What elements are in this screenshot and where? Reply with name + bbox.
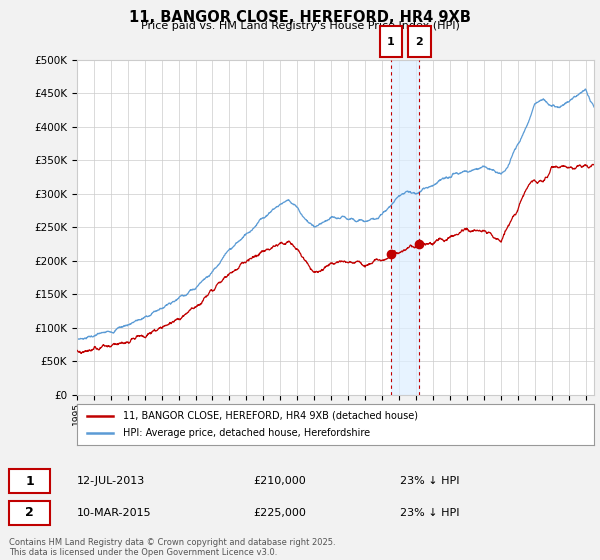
FancyBboxPatch shape bbox=[9, 469, 50, 493]
Text: 10-MAR-2015: 10-MAR-2015 bbox=[77, 508, 151, 518]
Text: HPI: Average price, detached house, Herefordshire: HPI: Average price, detached house, Here… bbox=[124, 428, 370, 438]
Text: 2: 2 bbox=[25, 506, 34, 520]
Text: Contains HM Land Registry data © Crown copyright and database right 2025.
This d: Contains HM Land Registry data © Crown c… bbox=[9, 538, 335, 557]
Text: 23% ↓ HPI: 23% ↓ HPI bbox=[400, 476, 460, 486]
Text: 11, BANGOR CLOSE, HEREFORD, HR4 9XB (detached house): 11, BANGOR CLOSE, HEREFORD, HR4 9XB (det… bbox=[124, 410, 418, 421]
FancyBboxPatch shape bbox=[9, 501, 50, 525]
Text: £225,000: £225,000 bbox=[253, 508, 306, 518]
Text: Price paid vs. HM Land Registry's House Price Index (HPI): Price paid vs. HM Land Registry's House … bbox=[140, 21, 460, 31]
Text: 1: 1 bbox=[387, 37, 395, 46]
Text: 2: 2 bbox=[415, 37, 423, 46]
Bar bbox=[391, 60, 419, 395]
Text: £210,000: £210,000 bbox=[253, 476, 306, 486]
Text: 11, BANGOR CLOSE, HEREFORD, HR4 9XB: 11, BANGOR CLOSE, HEREFORD, HR4 9XB bbox=[129, 10, 471, 25]
Text: 1: 1 bbox=[25, 474, 34, 488]
Text: 23% ↓ HPI: 23% ↓ HPI bbox=[400, 508, 460, 518]
Text: 12-JUL-2013: 12-JUL-2013 bbox=[77, 476, 145, 486]
